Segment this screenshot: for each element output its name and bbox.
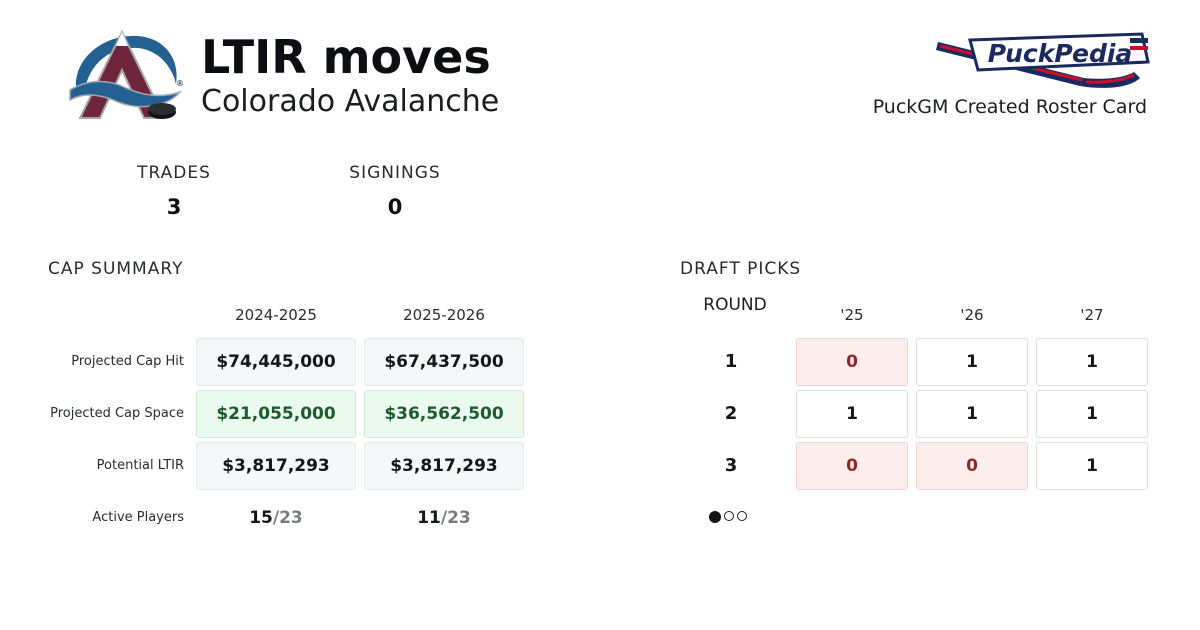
pagination-dot[interactable] [737, 511, 747, 521]
puckpedia-logo-icon[interactable]: PuckPedia [934, 28, 1154, 92]
pagination-dot-active[interactable] [709, 511, 721, 523]
pick-cell: 0 [916, 442, 1028, 490]
brand-caption: PuckGM Created Roster Card [872, 96, 1147, 118]
colorado-avalanche-logo-icon: ® [66, 26, 184, 124]
pick-cell: 1 [916, 338, 1028, 386]
trades-stat: TRADES 3 [104, 162, 244, 219]
active-players-count: 15/23 [196, 507, 356, 529]
signings-label: SIGNINGS [349, 163, 441, 183]
active-players-count: 11/23 [364, 507, 524, 529]
active-count: 15 [249, 508, 273, 528]
potential-ltir-cell: $3,817,293 [364, 442, 524, 490]
svg-text:®: ® [176, 79, 184, 88]
year-header: '26 [960, 306, 984, 324]
signings-stat: SIGNINGS 0 [325, 162, 465, 219]
puckpedia-wordmark: PuckPedia [988, 39, 1133, 68]
projected-cap-space-cell: $21,055,000 [196, 390, 356, 438]
page-title: LTIR moves [201, 30, 491, 84]
pick-cell: 1 [796, 390, 908, 438]
year-header: '25 [840, 306, 864, 324]
pick-cell: 1 [916, 390, 1028, 438]
pick-cell: 0 [796, 442, 908, 490]
cap-row-label: Projected Cap Space [50, 406, 184, 421]
round-number: 3 [724, 455, 738, 476]
cap-summary-title: CAP SUMMARY [48, 259, 184, 279]
trades-label: TRADES [137, 163, 211, 183]
round-header: ROUND [703, 295, 767, 315]
pagination-dot[interactable] [724, 511, 734, 521]
team-name: Colorado Avalanche [201, 84, 500, 119]
round-number: 1 [724, 351, 738, 372]
cap-row-label: Potential LTIR [96, 458, 184, 473]
signings-value: 0 [387, 195, 403, 219]
season-header: 2025-2026 [403, 306, 485, 324]
year-header: '27 [1080, 306, 1104, 324]
season-header: 2024-2025 [235, 306, 317, 324]
active-count: 11 [417, 508, 441, 528]
pagination-dots [709, 511, 747, 523]
active-players-label: Active Players [92, 510, 184, 525]
projected-cap-hit-cell: $74,445,000 [196, 338, 356, 386]
potential-ltir-cell: $3,817,293 [196, 442, 356, 490]
cap-row-label: Projected Cap Hit [71, 354, 184, 369]
projected-cap-space-cell: $36,562,500 [364, 390, 524, 438]
roster-max: /23 [272, 508, 303, 528]
pick-cell: 1 [1036, 390, 1148, 438]
pick-cell: 1 [1036, 442, 1148, 490]
trades-value: 3 [166, 195, 182, 219]
pick-cell: 0 [796, 338, 908, 386]
pick-cell: 1 [1036, 338, 1148, 386]
draft-picks-title: DRAFT PICKS [680, 259, 802, 279]
projected-cap-hit-cell: $67,437,500 [364, 338, 524, 386]
round-number: 2 [724, 403, 738, 424]
roster-max: /23 [440, 508, 471, 528]
